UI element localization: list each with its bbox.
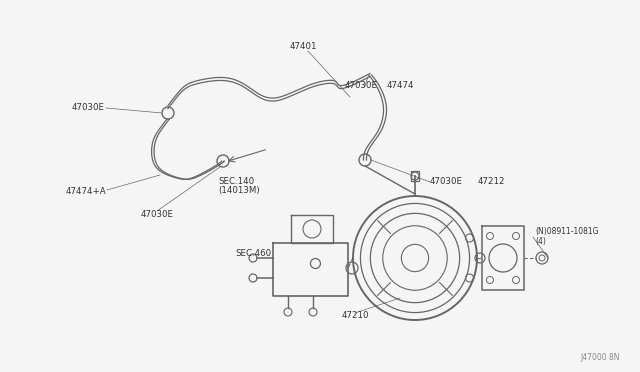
Text: J47000 8N: J47000 8N — [580, 353, 620, 362]
Text: 47210: 47210 — [341, 311, 369, 321]
Text: 47212: 47212 — [478, 176, 506, 186]
Text: 47474: 47474 — [387, 80, 415, 90]
Text: 47401: 47401 — [289, 42, 317, 51]
Text: 47030E: 47030E — [141, 209, 173, 218]
Text: 47030E: 47030E — [72, 103, 105, 112]
Bar — [411, 171, 419, 181]
Text: SEC.140: SEC.140 — [218, 176, 254, 186]
Text: (14013M): (14013M) — [218, 186, 260, 195]
Text: SEC.460: SEC.460 — [235, 248, 271, 257]
Text: (N)08911-1081G: (N)08911-1081G — [535, 227, 598, 235]
Text: 47030E: 47030E — [345, 80, 378, 90]
Text: (4): (4) — [535, 237, 546, 246]
Text: 47030E: 47030E — [430, 176, 463, 186]
Text: 47474+A: 47474+A — [65, 186, 106, 196]
